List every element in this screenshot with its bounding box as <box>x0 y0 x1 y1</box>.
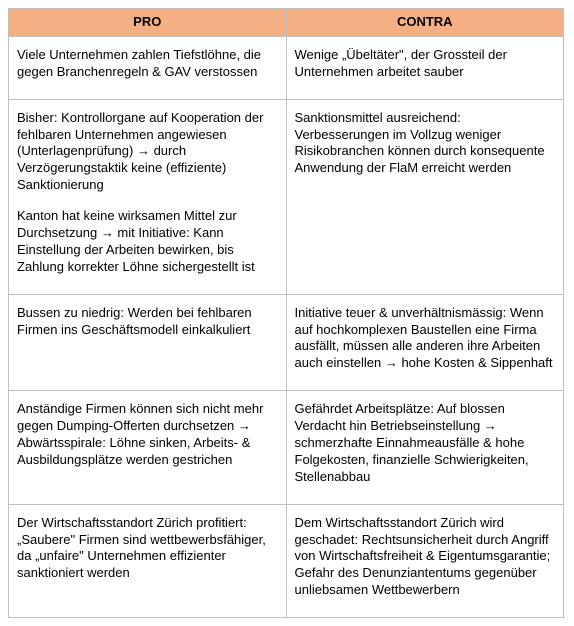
pro-paragraph: Bussen zu niedrig: Werden bei fehlbaren … <box>17 305 278 339</box>
pro-contra-table: PRO CONTRA Viele Unternehmen zahlen Tief… <box>8 8 564 618</box>
table-header-row: PRO CONTRA <box>9 9 564 37</box>
cell-contra: Gefährdet Arbeitsplätze: Auf blossen Ver… <box>286 391 564 504</box>
pro-paragraph: Anständige Firmen können sich nicht mehr… <box>17 401 278 469</box>
table-row: Viele Unternehmen zahlen Tiefstlöhne, di… <box>9 36 564 99</box>
contra-paragraph: Wenige „Übeltäter", der Grossteil der Un… <box>295 47 556 81</box>
table-row: Anständige Firmen können sich nicht mehr… <box>9 391 564 504</box>
cell-pro: Bussen zu niedrig: Werden bei fehlbaren … <box>9 294 287 391</box>
cell-contra: Dem Wirtschaftsstandort Zürich wird gesc… <box>286 504 564 617</box>
header-pro: PRO <box>9 9 287 37</box>
contra-paragraph: Sanktionsmittel ausreichend: Verbesserun… <box>295 110 556 178</box>
cell-pro: Bisher: Kontrollorgane auf Kooperation d… <box>9 99 287 294</box>
cell-contra: Initiative teuer & unverhältnismässig: W… <box>286 294 564 391</box>
contra-paragraph: Initiative teuer & unverhältnismässig: W… <box>295 305 556 373</box>
pro-paragraph: Bisher: Kontrollorgane auf Kooperation d… <box>17 110 278 194</box>
cell-pro: Anständige Firmen können sich nicht mehr… <box>9 391 287 504</box>
cell-pro: Viele Unternehmen zahlen Tiefstlöhne, di… <box>9 36 287 99</box>
pro-paragraph: Kanton hat keine wirksamen Mittel zur Du… <box>17 208 278 276</box>
table-row: Der Wirtschaftsstandort Zürich profitier… <box>9 504 564 617</box>
cell-contra: Sanktionsmittel ausreichend: Verbesserun… <box>286 99 564 294</box>
cell-pro: Der Wirtschaftsstandort Zürich profitier… <box>9 504 287 617</box>
header-contra: CONTRA <box>286 9 564 37</box>
table-body: Viele Unternehmen zahlen Tiefstlöhne, di… <box>9 36 564 617</box>
contra-paragraph: Gefährdet Arbeitsplätze: Auf blossen Ver… <box>295 401 556 485</box>
contra-paragraph: Dem Wirtschaftsstandort Zürich wird gesc… <box>295 515 556 599</box>
pro-paragraph: Der Wirtschaftsstandort Zürich profitier… <box>17 515 278 583</box>
cell-contra: Wenige „Übeltäter", der Grossteil der Un… <box>286 36 564 99</box>
table-row: Bussen zu niedrig: Werden bei fehlbaren … <box>9 294 564 391</box>
table-row: Bisher: Kontrollorgane auf Kooperation d… <box>9 99 564 294</box>
pro-paragraph: Viele Unternehmen zahlen Tiefstlöhne, di… <box>17 47 278 81</box>
